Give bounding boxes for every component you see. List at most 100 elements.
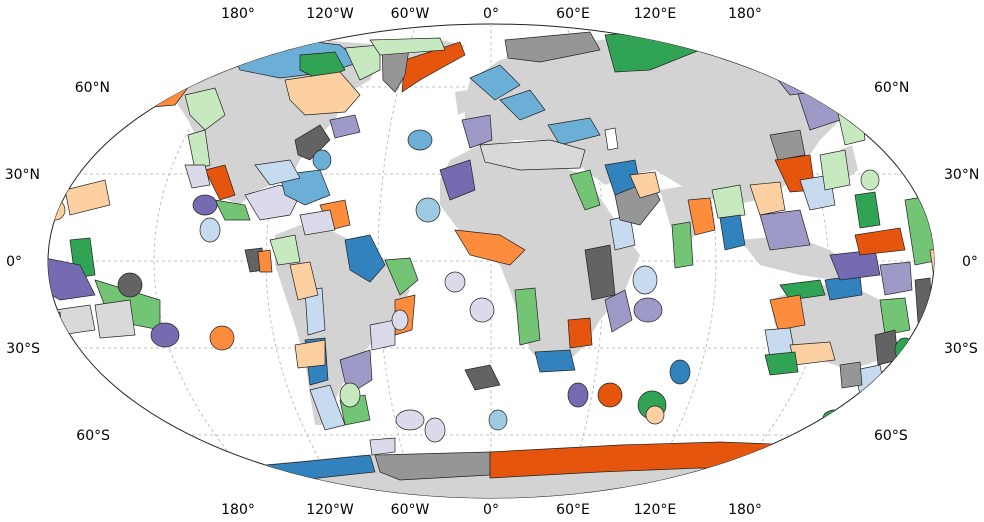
region-mediterranean	[479, 139, 586, 171]
region-trindade	[391, 309, 409, 331]
region-st-helena	[469, 297, 495, 323]
region-pacific-equatorial	[854, 227, 906, 256]
region-coral-sea	[879, 297, 911, 336]
lat-label: 60°S	[874, 428, 908, 444]
region-south-sandwich	[424, 417, 446, 443]
region-south-china-sea	[749, 181, 786, 216]
region-bering	[79, 99, 123, 121]
region-juan-fernandez	[294, 339, 326, 369]
region-mexico-pacific	[214, 199, 251, 221]
region-bay-bengal	[711, 184, 746, 219]
region-guianas	[344, 234, 386, 283]
region-andaman	[719, 214, 746, 251]
lon-label: 120°E	[634, 502, 677, 518]
region-greenland-east	[401, 41, 466, 93]
lat-label: 60°N	[75, 80, 110, 96]
lat-label: 0°	[962, 254, 978, 270]
region-falklands	[339, 382, 361, 408]
region-south-pacific	[59, 384, 96, 411]
region-crozet	[597, 382, 623, 408]
region-ross-sea	[189, 477, 292, 498]
lon-label: 120°E	[634, 6, 677, 22]
region-tasmania	[839, 361, 863, 389]
region-red-sea	[569, 169, 601, 211]
left-latitude-labels: 60°N 30°N 0° 30°S 60°S	[5, 80, 110, 444]
lat-label: 30°S	[944, 341, 978, 357]
lon-label: 180°	[728, 6, 762, 22]
region-easter	[209, 325, 235, 351]
region-south-georgia	[395, 409, 425, 431]
region-weddell	[374, 451, 491, 481]
region-venezuela	[299, 209, 336, 236]
lat-label: 60°N	[874, 80, 909, 96]
lat-label: 30°N	[5, 167, 40, 183]
region-norway	[469, 64, 521, 101]
region-tonga-2	[48, 311, 63, 333]
region-labrador	[344, 44, 381, 81]
region-caspian	[604, 127, 619, 151]
region-aus-east	[874, 329, 899, 366]
region-brazil-south	[369, 319, 396, 351]
region-indonesia	[759, 209, 811, 251]
region-mariana	[860, 169, 880, 191]
region-antarctic-ross	[739, 464, 852, 493]
lon-label: 0°	[483, 6, 499, 22]
region-oman	[629, 171, 661, 199]
region-gough	[488, 409, 508, 431]
region-clipperton	[192, 194, 218, 216]
region-tuvalu	[48, 302, 53, 328]
region-baltic	[499, 89, 546, 121]
region-benguela	[514, 287, 541, 346]
region-mascarene	[633, 297, 663, 323]
region-mauritius-south	[669, 359, 691, 385]
right-latitude-labels: 60°N 30°N 0° 30°S 60°S	[874, 80, 979, 444]
region-marquesas	[117, 272, 143, 298]
lat-label: 30°N	[944, 167, 979, 183]
region-solomon	[879, 261, 913, 296]
region-california	[204, 164, 236, 201]
region-kerguelen-2	[645, 405, 665, 425]
lon-label: 60°E	[556, 502, 590, 518]
region-india-west	[687, 197, 716, 236]
region-galapagos-2	[257, 249, 273, 273]
region-us-west	[187, 129, 211, 171]
region-yellow-sea	[769, 129, 806, 161]
region-barents	[504, 31, 601, 63]
lon-label: 60°W	[391, 502, 430, 518]
region-ecuador	[269, 234, 301, 266]
region-gulf-mexico	[254, 159, 301, 186]
region-guinea	[454, 229, 526, 266]
region-cocos	[199, 217, 221, 243]
region-tristan	[464, 364, 501, 391]
region-chatham	[822, 409, 848, 427]
region-hawaii	[64, 179, 111, 216]
region-drake	[369, 437, 396, 456]
region-mozambique	[567, 317, 593, 349]
region-chagos	[632, 265, 658, 295]
lat-label: 30°S	[6, 341, 40, 357]
region-pacific-nw	[184, 87, 226, 131]
eurasia	[465, 30, 860, 205]
lat-label: 0°	[6, 254, 22, 270]
region-pitcairn	[150, 322, 180, 348]
region-taiwan	[819, 149, 851, 191]
region-brazil-north	[384, 257, 419, 296]
lon-label: 180°	[221, 502, 255, 518]
lon-label: 180°	[728, 502, 762, 518]
lon-label: 120°W	[306, 502, 354, 518]
region-peru	[289, 261, 319, 301]
lat-label: 60°S	[76, 428, 110, 444]
region-hawaii-2	[48, 199, 66, 221]
region-azores	[407, 129, 433, 151]
region-cape-verde	[415, 197, 441, 223]
lon-label: 60°E	[556, 6, 590, 22]
region-iceland	[369, 37, 446, 56]
top-longitude-labels: 180° 120°W 60°W 0° 60°E 120°E 180°	[221, 6, 762, 22]
region-samoa	[48, 254, 96, 301]
region-beaufort	[147, 54, 211, 83]
maritime-asia	[740, 235, 850, 280]
region-bermuda	[312, 149, 332, 171]
lon-label: 0°	[483, 502, 499, 518]
region-gulf-california	[184, 164, 211, 189]
region-aus-sw	[764, 351, 799, 376]
